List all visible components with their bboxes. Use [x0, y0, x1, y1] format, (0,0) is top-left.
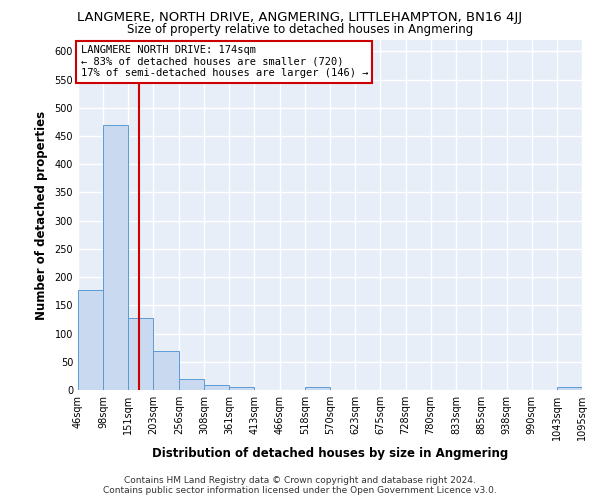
Bar — [154, 351, 179, 390]
Bar — [103, 125, 128, 390]
Bar — [229, 387, 254, 390]
Y-axis label: Number of detached properties: Number of detached properties — [35, 110, 47, 320]
Bar — [557, 387, 582, 390]
Text: Contains HM Land Registry data © Crown copyright and database right 2024.
Contai: Contains HM Land Registry data © Crown c… — [103, 476, 497, 495]
Text: LANGMERE, NORTH DRIVE, ANGMERING, LITTLEHAMPTON, BN16 4JJ: LANGMERE, NORTH DRIVE, ANGMERING, LITTLE… — [77, 11, 523, 24]
Bar — [78, 290, 103, 390]
X-axis label: Distribution of detached houses by size in Angmering: Distribution of detached houses by size … — [152, 447, 508, 460]
Bar — [128, 318, 154, 390]
Bar — [179, 378, 204, 390]
Text: Size of property relative to detached houses in Angmering: Size of property relative to detached ho… — [127, 22, 473, 36]
Bar — [305, 387, 330, 390]
Bar — [204, 386, 229, 390]
Text: LANGMERE NORTH DRIVE: 174sqm
← 83% of detached houses are smaller (720)
17% of s: LANGMERE NORTH DRIVE: 174sqm ← 83% of de… — [80, 46, 368, 78]
